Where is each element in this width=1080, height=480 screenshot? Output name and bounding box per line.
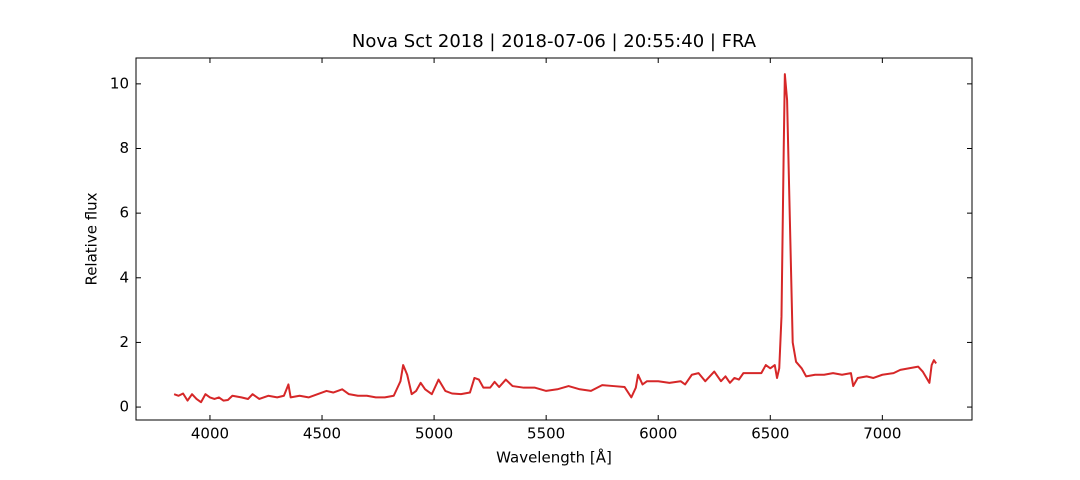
- x-tick-label: 4000: [191, 425, 229, 443]
- x-tick-label: 6500: [751, 425, 789, 443]
- spectrum-line: [173, 73, 937, 404]
- x-tick-label: 5000: [415, 425, 453, 443]
- plot-frame: [135, 57, 973, 421]
- x-axis-label: Wavelength [Å]: [496, 448, 612, 467]
- y-tick-label: 6: [119, 204, 129, 222]
- y-tick-label: 8: [119, 139, 129, 157]
- x-tick-label: 5500: [527, 425, 565, 443]
- x-tick-label: 6000: [639, 425, 677, 443]
- chart-title: Nova Sct 2018 | 2018-07-06 | 20:55:40 | …: [352, 31, 757, 52]
- y-tick-label: 4: [119, 268, 129, 286]
- y-axis-label: Relative flux: [83, 192, 101, 285]
- x-tick-label: 7000: [863, 425, 901, 443]
- y-tick-label: 0: [119, 398, 129, 416]
- y-tick-label: 2: [119, 333, 129, 351]
- x-tick-label: 4500: [303, 425, 341, 443]
- y-tick-label: 10: [110, 74, 129, 92]
